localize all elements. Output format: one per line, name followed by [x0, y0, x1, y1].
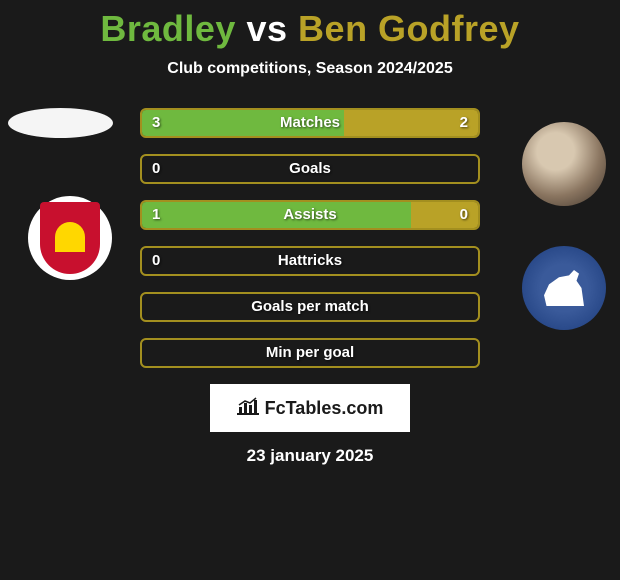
- stat-value-player1: 0: [142, 248, 170, 274]
- player1-name: Bradley: [100, 8, 236, 49]
- stat-label: Min per goal: [266, 340, 354, 366]
- chart-icon: [237, 397, 259, 420]
- logo-text: FcTables.com: [265, 398, 384, 419]
- stat-bar-goals: Goals 0: [140, 154, 480, 184]
- stat-bar-assists: Assists10: [140, 200, 480, 230]
- subtitle: Club competitions, Season 2024/2025: [0, 60, 620, 78]
- player2-name: Ben Godfrey: [298, 8, 520, 49]
- stat-bar-goals-per-match: Goals per match: [140, 292, 480, 322]
- stat-label: Goals per match: [251, 294, 369, 320]
- stat-label: Goals: [289, 156, 331, 182]
- vs-text: vs: [246, 8, 287, 49]
- stat-bar-hattricks: Hattricks 0: [140, 246, 480, 276]
- liverpool-crest-icon: [40, 202, 100, 274]
- comparison-title: Bradley vs Ben Godfrey: [0, 0, 620, 50]
- snapshot-date: 23 january 2025: [0, 446, 620, 466]
- stat-label: Hattricks: [278, 248, 342, 274]
- ipswich-crest-icon: [539, 270, 589, 306]
- stat-bar-matches: Matches32: [140, 108, 480, 138]
- bar-segment-player2: [344, 110, 478, 136]
- stat-bar-min-per-goal: Min per goal: [140, 338, 480, 368]
- stat-bars: Matches32 Goals 0 Assists10 Hattricks 0 Goals …: [140, 108, 480, 368]
- bar-segment-player1: [142, 110, 344, 136]
- player2-club-badge: [522, 246, 606, 330]
- player2-avatar: [522, 122, 606, 206]
- player1-club-badge: [28, 196, 112, 280]
- stat-value-player1: 0: [142, 156, 170, 182]
- comparison-content: Matches32 Goals 0 Assists10 Hattricks 0 Goals …: [0, 108, 620, 466]
- fctables-logo: FcTables.com: [210, 384, 410, 432]
- player1-avatar: [8, 108, 113, 138]
- bar-segment-player2: [411, 202, 478, 228]
- bar-segment-player1: [142, 202, 411, 228]
